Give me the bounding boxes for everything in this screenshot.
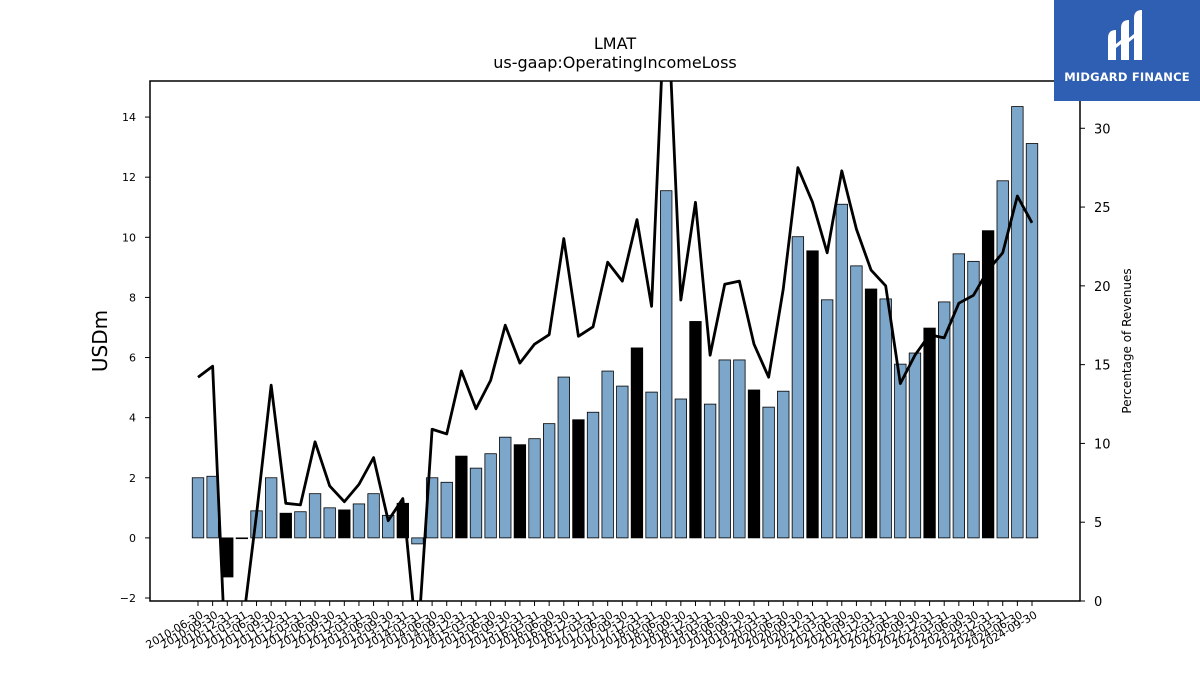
bar-2019-03-31 xyxy=(703,403,717,539)
bar-2021-03-31 xyxy=(821,299,834,539)
bar-2024-06-30 xyxy=(1011,106,1024,539)
percentage-of-revenues-line xyxy=(197,81,1034,601)
bar-series xyxy=(191,106,1039,578)
bar-2017-03-31 xyxy=(586,411,600,539)
bar-2018-03-31 xyxy=(645,391,658,539)
y-tick-label: 12 xyxy=(122,171,136,184)
percentage-line-series xyxy=(197,81,1034,601)
bar-2021-12-31 xyxy=(864,288,878,539)
y2-tick-label: 5 xyxy=(1094,516,1102,531)
bar-2020-06-30 xyxy=(777,390,790,539)
bar-2012-03-31 xyxy=(294,511,307,539)
bar-2019-06-30 xyxy=(718,359,731,539)
bar-2022-12-31 xyxy=(923,327,936,539)
bar-2020-12-31 xyxy=(806,250,819,539)
bar-2017-09-30 xyxy=(616,385,629,539)
bar-2010-12-31 xyxy=(221,537,234,578)
y-tick-label: 8 xyxy=(129,291,136,304)
bar-2016-03-31 xyxy=(528,438,541,539)
brand-name: MIDGARD FINANCE xyxy=(1064,70,1190,84)
bar-2021-06-30 xyxy=(835,203,848,539)
bar-2013-06-30 xyxy=(367,493,380,539)
bar-2023-12-31 xyxy=(981,230,995,539)
bar-2012-06-30 xyxy=(308,493,322,539)
midgard-finance-logo: MIDGARD FINANCE xyxy=(1054,0,1200,101)
bar-2010-06-30 xyxy=(191,477,205,539)
bar-2016-12-31 xyxy=(572,419,585,539)
y-tick-label: 0 xyxy=(129,532,136,545)
y-axis-label: USDm xyxy=(88,310,112,372)
y-tick-label: 10 xyxy=(122,231,136,244)
bar-2023-06-30 xyxy=(952,253,965,539)
bar-2022-03-31 xyxy=(879,298,892,539)
bar-2018-12-31 xyxy=(689,321,702,539)
chart-title: LMAT xyxy=(594,34,636,53)
y2-tick-label: 30 xyxy=(1094,122,1111,137)
bar-2011-12-31 xyxy=(279,512,292,539)
y2-tick-label: 0 xyxy=(1094,595,1102,610)
y2-tick-label: 25 xyxy=(1094,201,1111,216)
y-tick-label: 6 xyxy=(129,352,136,365)
y-tick-label: −2 xyxy=(120,592,136,605)
midgard-logo-mark-icon xyxy=(1108,10,1142,60)
bar-2017-12-31 xyxy=(630,347,644,539)
bar-2024-03-31 xyxy=(996,180,1009,539)
y2-axis-label: Percentage of Revenues xyxy=(1120,268,1134,413)
y2-tick-label: 20 xyxy=(1094,280,1111,295)
chart-subtitle: us-gaap:OperatingIncomeLoss xyxy=(493,53,737,72)
bar-2019-12-31 xyxy=(747,389,761,539)
bar-2019-09-30 xyxy=(733,359,746,539)
bar-2013-03-31 xyxy=(352,503,366,539)
bar-2016-09-30 xyxy=(557,376,570,539)
bar-2023-09-30 xyxy=(967,260,980,539)
bar-2023-03-31 xyxy=(938,301,951,539)
bar-2022-06-30 xyxy=(894,363,907,539)
bar-2021-09-30 xyxy=(850,265,863,539)
bar-2012-09-30 xyxy=(323,507,336,539)
bar-2018-09-30 xyxy=(674,398,687,539)
y2-tick-label: 15 xyxy=(1094,359,1111,374)
y2-tick-label: 10 xyxy=(1094,437,1111,452)
bar-2011-09-30 xyxy=(265,477,278,539)
plot-frame xyxy=(149,80,1081,602)
bar-2015-06-30 xyxy=(484,453,497,539)
bar-2017-06-30 xyxy=(601,370,614,539)
bar-2015-09-30 xyxy=(499,436,512,539)
y-tick-label: 2 xyxy=(129,472,136,485)
y-tick-label: 4 xyxy=(129,412,136,425)
bar-2018-06-30 xyxy=(660,190,673,539)
bar-2015-03-31 xyxy=(469,467,483,539)
bar-2014-03-31 xyxy=(411,537,424,545)
bar-2015-12-31 xyxy=(513,444,527,539)
y-tick-label: 14 xyxy=(122,111,136,124)
right-y-axis: 0 5 10 15 20 25 30 xyxy=(1080,122,1111,610)
bar-2016-06-30 xyxy=(543,423,556,539)
bar-2011-03-31 xyxy=(235,537,249,540)
bar-2014-09-30 xyxy=(440,481,453,539)
bar-2012-12-31 xyxy=(338,509,351,539)
bar-2020-03-31 xyxy=(762,406,775,539)
bar-2014-12-31 xyxy=(455,455,468,539)
left-y-axis: −2 0 2 4 6 8 10 12 14 xyxy=(120,111,150,605)
bar-2024-09-30 xyxy=(1025,143,1039,539)
bar-2020-09-30 xyxy=(791,236,805,539)
bar-2022-09-30 xyxy=(908,352,922,539)
x-axis: 2010-06-302010-09-302010-12-312011-03-31… xyxy=(144,601,1040,652)
